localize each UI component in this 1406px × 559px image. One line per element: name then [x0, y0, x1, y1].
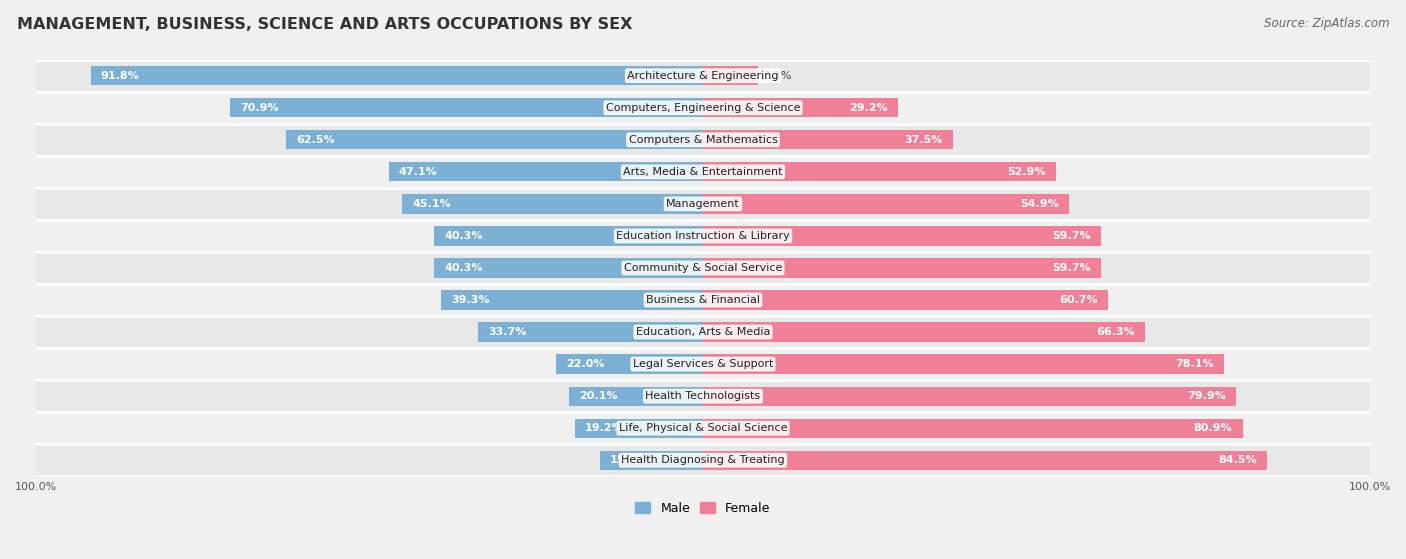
Bar — [402, 195, 703, 214]
Bar — [703, 258, 1101, 278]
Text: 79.9%: 79.9% — [1187, 391, 1226, 401]
Text: 20.1%: 20.1% — [579, 391, 617, 401]
Text: 47.1%: 47.1% — [399, 167, 437, 177]
Text: 8.2%: 8.2% — [763, 71, 792, 80]
Bar — [569, 386, 703, 406]
Bar — [37, 124, 1369, 156]
Bar — [37, 220, 1369, 252]
Text: Arts, Media & Entertainment: Arts, Media & Entertainment — [623, 167, 783, 177]
Text: 39.3%: 39.3% — [451, 295, 489, 305]
Text: Health Diagnosing & Treating: Health Diagnosing & Treating — [621, 455, 785, 465]
Bar — [703, 130, 953, 149]
Bar — [434, 258, 703, 278]
Bar — [37, 252, 1369, 284]
Text: 84.5%: 84.5% — [1218, 455, 1257, 465]
Text: Life, Physical & Social Science: Life, Physical & Social Science — [619, 423, 787, 433]
Text: Computers, Engineering & Science: Computers, Engineering & Science — [606, 103, 800, 113]
Text: 80.9%: 80.9% — [1194, 423, 1233, 433]
Text: 22.0%: 22.0% — [567, 359, 605, 369]
Bar — [37, 156, 1369, 188]
Bar — [703, 66, 758, 86]
Bar — [703, 451, 1267, 470]
Bar — [703, 386, 1236, 406]
Text: 70.9%: 70.9% — [240, 103, 278, 113]
Bar — [37, 412, 1369, 444]
Bar — [703, 354, 1223, 374]
Text: Health Technologists: Health Technologists — [645, 391, 761, 401]
Text: 60.7%: 60.7% — [1059, 295, 1098, 305]
Text: 19.2%: 19.2% — [585, 423, 624, 433]
Bar — [231, 98, 703, 117]
Bar — [37, 348, 1369, 380]
Text: 54.9%: 54.9% — [1021, 199, 1059, 209]
Text: Legal Services & Support: Legal Services & Support — [633, 359, 773, 369]
Text: 40.3%: 40.3% — [444, 263, 482, 273]
Bar — [703, 162, 1056, 182]
Text: Education, Arts & Media: Education, Arts & Media — [636, 327, 770, 337]
Text: 91.8%: 91.8% — [101, 71, 139, 80]
Text: Computers & Mathematics: Computers & Mathematics — [628, 135, 778, 145]
Bar — [37, 316, 1369, 348]
Text: Source: ZipAtlas.com: Source: ZipAtlas.com — [1264, 17, 1389, 30]
Bar — [37, 188, 1369, 220]
Bar — [703, 195, 1069, 214]
Bar — [703, 323, 1144, 342]
Bar — [703, 291, 1108, 310]
Bar — [599, 451, 703, 470]
Text: Business & Financial: Business & Financial — [645, 295, 761, 305]
Bar — [389, 162, 703, 182]
Text: 59.7%: 59.7% — [1053, 231, 1091, 241]
Bar — [37, 92, 1369, 124]
Text: 78.1%: 78.1% — [1175, 359, 1213, 369]
Text: 37.5%: 37.5% — [904, 135, 943, 145]
Bar — [703, 419, 1243, 438]
Text: 15.5%: 15.5% — [610, 455, 648, 465]
Text: 40.3%: 40.3% — [444, 231, 482, 241]
Bar — [557, 354, 703, 374]
Bar — [703, 226, 1101, 245]
Text: 66.3%: 66.3% — [1097, 327, 1135, 337]
Text: 59.7%: 59.7% — [1053, 263, 1091, 273]
Bar — [287, 130, 703, 149]
Text: Architecture & Engineering: Architecture & Engineering — [627, 71, 779, 80]
Text: Community & Social Service: Community & Social Service — [624, 263, 782, 273]
Bar — [478, 323, 703, 342]
Text: 33.7%: 33.7% — [488, 327, 527, 337]
Bar — [575, 419, 703, 438]
Text: 52.9%: 52.9% — [1007, 167, 1046, 177]
Bar — [37, 60, 1369, 92]
Bar — [37, 284, 1369, 316]
Text: 62.5%: 62.5% — [297, 135, 335, 145]
Text: 45.1%: 45.1% — [412, 199, 451, 209]
Text: 29.2%: 29.2% — [849, 103, 887, 113]
Bar — [91, 66, 703, 86]
Bar — [37, 444, 1369, 476]
Text: Education Instruction & Library: Education Instruction & Library — [616, 231, 790, 241]
Text: MANAGEMENT, BUSINESS, SCIENCE AND ARTS OCCUPATIONS BY SEX: MANAGEMENT, BUSINESS, SCIENCE AND ARTS O… — [17, 17, 633, 32]
Legend: Male, Female: Male, Female — [630, 497, 776, 520]
Bar — [434, 226, 703, 245]
Text: Management: Management — [666, 199, 740, 209]
Bar — [703, 98, 897, 117]
Bar — [37, 380, 1369, 412]
Bar — [441, 291, 703, 310]
